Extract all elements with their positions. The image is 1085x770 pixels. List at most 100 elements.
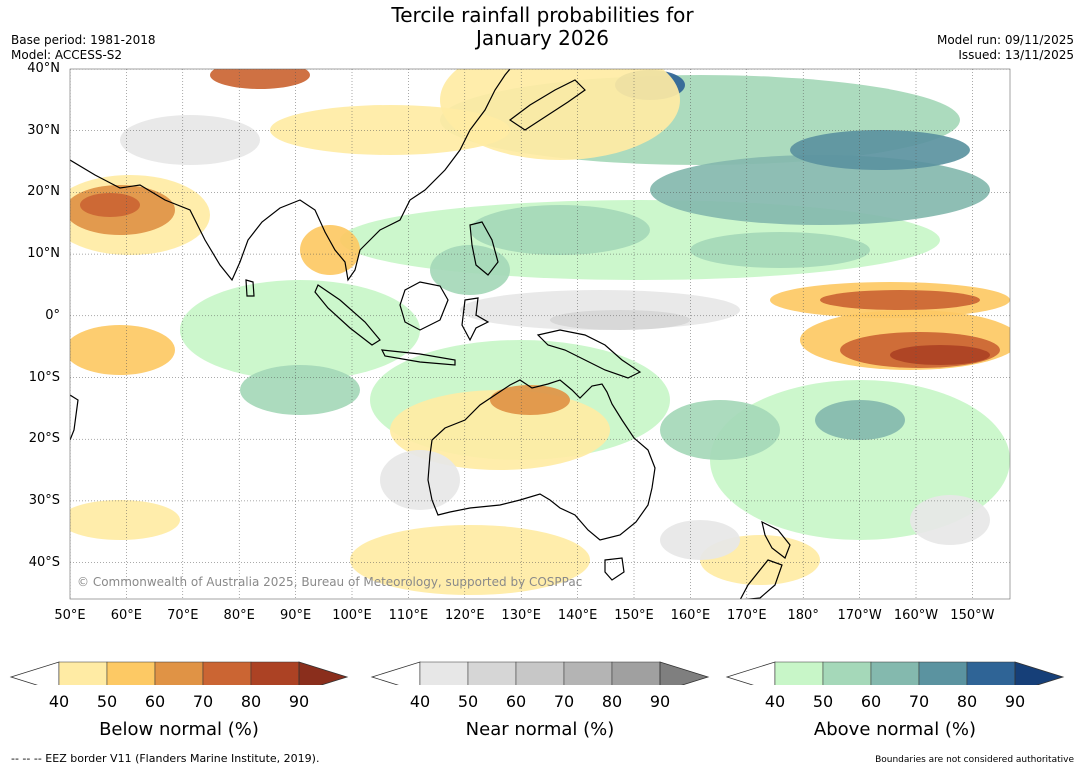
colorbar-segment (966, 661, 1016, 685)
colorbar-segment (774, 661, 824, 685)
lon-tick-label: 70°E (167, 608, 199, 623)
lat-tick-label: 30°N (27, 122, 60, 138)
colorbar-near-normal (370, 661, 710, 685)
asia-mainland-coastline (70, 69, 511, 282)
probability-area (890, 345, 990, 365)
lat-tick-label: 20°N (27, 184, 60, 200)
meta-right: Model run: 09/11/2025 Issued: 13/11/2025 (937, 33, 1074, 63)
probability-area (210, 69, 310, 89)
lon-tick-label: 50°E (54, 608, 86, 623)
colorbar-tick-label: 70 (192, 692, 214, 711)
colorbar-min-extend (9, 661, 60, 685)
lon-tick-label: 160°W (893, 608, 939, 623)
sri-lanka-coastline (245, 279, 255, 297)
nz-south-island-coastline (739, 559, 783, 599)
map-title: Tercile rainfall probabilities for Janua… (0, 4, 1085, 50)
probability-area (910, 495, 990, 545)
lon-tick-label: 170°E (727, 608, 767, 623)
probability-area (490, 385, 570, 415)
new-guinea-coastline (536, 329, 642, 379)
probability-area (815, 400, 905, 440)
colorbar-min-extend (370, 661, 421, 685)
lon-tick-label: 130°E (501, 608, 541, 623)
colorbar-tick-label: 80 (956, 692, 978, 711)
probability-area (70, 500, 180, 540)
eez-border-note: -- -- -- EEZ border V11 (Flanders Marine… (11, 752, 320, 765)
colorbar-tick-label: 40 (764, 692, 786, 711)
probability-area (120, 115, 260, 165)
colorbar-segment (154, 661, 204, 685)
map-canvas: © Commonwealth of Australia 2025, Bureau… (70, 69, 1010, 599)
colorbar-segment (58, 661, 108, 685)
australia-coastline (427, 379, 656, 541)
near-colorbar-title: Near normal (%) (465, 719, 615, 740)
probability-area (660, 400, 780, 460)
probability-area (350, 525, 590, 595)
probability-area (300, 225, 360, 275)
probability-area (180, 280, 420, 380)
colorbar-tick-label: 80 (240, 692, 262, 711)
colorbar-segment (419, 661, 469, 685)
japan-coastline (508, 79, 586, 131)
probability-area (470, 205, 650, 255)
graticule (70, 69, 1010, 599)
lon-tick-label: 120°E (445, 608, 485, 623)
nz-north-island-coastline (761, 520, 791, 559)
colorbar-tick-label: 60 (144, 692, 166, 711)
probability-area (790, 130, 970, 170)
colorbar-tick-label: 70 (908, 692, 930, 711)
sumatra-coastline (314, 284, 381, 346)
below-colorbar-title: Below normal (%) (99, 719, 259, 740)
colorbar-tick-label: 40 (409, 692, 431, 711)
lon-tick-label: 80°E (223, 608, 255, 623)
lon-tick-label: 140°E (557, 608, 598, 623)
probability-area (550, 310, 690, 330)
probability-area (80, 193, 140, 217)
colorbar-below-normal (9, 661, 349, 685)
lon-tick-label: 150°E (614, 608, 654, 623)
tasmania-coastline (604, 557, 625, 581)
colorbar-tick-label: 60 (505, 692, 527, 711)
colorbar-min-extend (725, 661, 776, 685)
lon-tick-label: 160°E (670, 608, 711, 623)
coastlines (70, 69, 791, 599)
probability-area (430, 245, 510, 295)
colorbar-tick-label: 70 (553, 692, 575, 711)
lon-tick-label: 170°W (837, 608, 882, 623)
lat-tick-label: 10°N (27, 246, 60, 262)
lon-tick-label: 150°W (950, 608, 995, 623)
probability-area (690, 232, 870, 268)
probability-area (820, 290, 980, 310)
lat-tick-label: 20°S (28, 431, 60, 447)
lon-tick-label: 90°E (279, 608, 312, 623)
probability-fields (70, 69, 1010, 595)
colorbar-segment (918, 661, 968, 685)
colorbar-segment (870, 661, 920, 685)
copyright-notice: © Commonwealth of Australia 2025, Bureau… (77, 575, 582, 589)
colorbar-segment (106, 661, 156, 685)
colorbar-segment (611, 661, 661, 685)
colorbar-tick-label: 90 (649, 692, 671, 711)
philippines-coastline (469, 221, 499, 276)
colorbar-segment (250, 661, 300, 685)
lat-tick-label: 0° (45, 307, 60, 323)
java-coastline (380, 349, 456, 366)
title-line-1: Tercile rainfall probabilities for (391, 3, 694, 27)
colorbar-tick-label: 50 (96, 692, 118, 711)
colorbar-segment (563, 661, 613, 685)
probability-area (380, 450, 460, 510)
rainfall-map: © Commonwealth of Australia 2025, Bureau… (69, 68, 1011, 600)
lon-tick-label: 110°E (388, 608, 429, 623)
probability-area (270, 105, 510, 155)
lat-tick-label: 40°S (28, 554, 60, 570)
colorbar-max-extend (298, 661, 349, 685)
colorbar-tick-label: 90 (1004, 692, 1026, 711)
probability-area (70, 325, 175, 375)
colorbar-tick-label: 80 (601, 692, 623, 711)
title-line-2: January 2026 (475, 26, 610, 50)
probability-area (660, 520, 740, 560)
colorbar-segment (822, 661, 872, 685)
probability-area (650, 155, 990, 225)
model-run: Model run: 09/11/2025 (936, 33, 1074, 47)
boundaries-disclaimer: Boundaries are not considered authoritat… (875, 755, 1074, 765)
